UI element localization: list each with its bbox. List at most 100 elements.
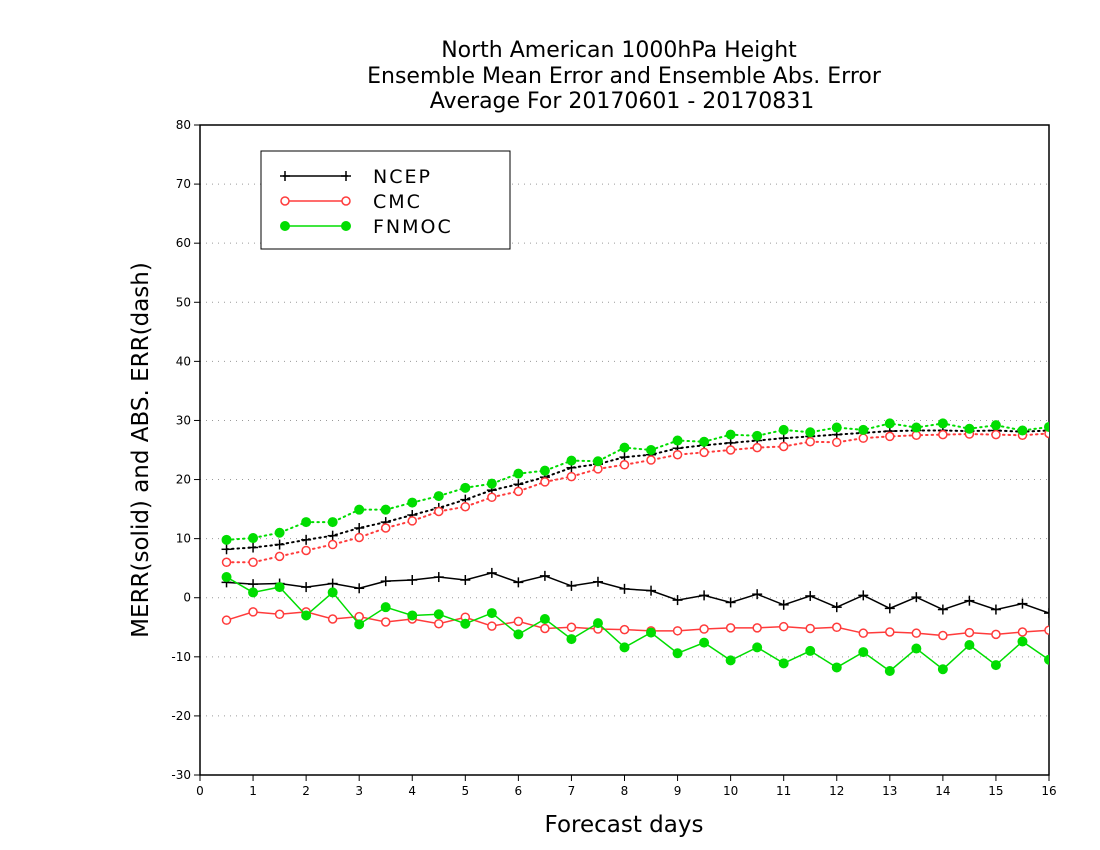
fnmoc-merr-point (327, 587, 338, 598)
cmc-abs-err-point (460, 501, 471, 512)
cmc-abs-err-point (221, 557, 232, 568)
ncep-merr-point (592, 576, 603, 587)
fnmoc-abs-err-point (831, 422, 842, 433)
fnmoc-merr-point (460, 618, 471, 629)
fnmoc-abs-err-point (619, 442, 630, 453)
cmc-abs-err-point (619, 460, 630, 470)
y-axis-ticks: -30 -20 -10 0 10 20 30 40 50 60 70 80 (171, 118, 200, 782)
fnmoc-abs-err-point (221, 534, 232, 545)
cmc-merr-point (327, 614, 338, 624)
fnmoc-abs-err-point (990, 420, 1001, 431)
fnmoc-merr-point (1044, 654, 1049, 665)
cmc-abs-err-point (699, 447, 709, 458)
fnmoc-merr-point (964, 640, 975, 650)
fnmoc-merr-point (672, 648, 683, 659)
cmc-abs-err-point (778, 441, 789, 452)
x-tick-label: 10 (723, 784, 738, 798)
cmc-merr-point (380, 617, 391, 627)
cmc-merr-point (832, 622, 842, 633)
fnmoc-abs-err-point (937, 418, 948, 429)
ncep-merr-point (725, 597, 736, 608)
cmc-merr-point (1017, 627, 1028, 637)
fnmoc-abs-err-point (964, 423, 975, 434)
fnmoc-merr-point (433, 609, 444, 620)
cmc-abs-err-line (225, 432, 1049, 564)
fnmoc-merr-point (619, 642, 630, 653)
fnmoc-abs-err-point (884, 418, 895, 429)
ncep-abs-err-point (274, 539, 285, 550)
fnmoc-merr-point (274, 582, 285, 593)
fnmoc-abs-err-point (460, 482, 471, 493)
fnmoc-abs-err-point (699, 436, 710, 447)
legend-label-fnmoc: FNMOC (373, 216, 453, 238)
legend-marker (341, 171, 351, 181)
cmc-merr-point (858, 628, 869, 638)
y-tick-label: 40 (176, 354, 191, 368)
x-tick-label: 1 (249, 784, 257, 798)
x-tick-label: 0 (196, 784, 204, 798)
cmc-merr-point (964, 627, 975, 638)
y-tick-label: 70 (176, 177, 191, 191)
cmc-merr-point (566, 622, 577, 633)
fnmoc-abs-err-point (646, 445, 657, 455)
fnmoc-merr-point (937, 664, 948, 675)
fnmoc-abs-err-point (805, 427, 816, 438)
x-tick-label: 3 (355, 784, 363, 798)
legend-marker (341, 221, 351, 231)
ncep-merr-point (990, 604, 1001, 615)
ncep-merr-point (407, 575, 418, 585)
ncep-merr-point (778, 599, 789, 610)
legend-box (260, 150, 511, 250)
cmc-merr-point (938, 630, 948, 641)
ncep-merr-point (752, 589, 763, 600)
title-line-1: North American 1000hPa Height (441, 38, 797, 63)
cmc-abs-err-point (566, 471, 577, 482)
ncep-merr-point (831, 602, 842, 613)
fnmoc-abs-err-point (725, 429, 736, 440)
x-tick-label: 6 (515, 784, 523, 798)
cmc-abs-err-point (513, 486, 524, 497)
cmc-abs-err-point (540, 477, 550, 487)
series-fnmoc (221, 418, 1049, 676)
cmc-merr-point (248, 607, 258, 617)
cmc-abs-err-point (672, 449, 683, 460)
fnmoc-merr-point (725, 655, 736, 666)
legend-marker (341, 196, 351, 206)
fnmoc-merr-point (354, 619, 365, 630)
legend-marker (280, 171, 290, 181)
ncep-merr-point (380, 576, 391, 587)
cmc-abs-err-point (248, 557, 258, 568)
fnmoc-merr-point (407, 610, 418, 621)
cmc-abs-err-point (407, 516, 417, 526)
x-axis-ticks: 0 1 2 3 4 5 6 7 8 9 10 11 12 13 14 15 16 (196, 775, 1057, 798)
fnmoc-merr-point (831, 662, 842, 673)
ncep-abs-err-point (354, 523, 365, 533)
y-tick-label: 20 (176, 473, 191, 487)
y-tick-label: -30 (171, 768, 191, 782)
ncep-merr-point (1017, 598, 1028, 609)
ncep-merr-point (937, 604, 948, 615)
x-tick-label: 7 (568, 784, 576, 798)
cmc-merr-point (752, 623, 762, 633)
y-axis-label: MERR(solid) and ABS. ERR(dash) (128, 262, 154, 638)
cmc-abs-err-point (885, 431, 895, 442)
fnmoc-merr-point (301, 610, 312, 621)
fnmoc-merr-point (513, 629, 524, 640)
fnmoc-merr-point (911, 643, 922, 654)
cmc-abs-err-point (938, 429, 948, 440)
cmc-abs-err-point (991, 429, 1001, 440)
fnmoc-abs-err-point (566, 455, 577, 466)
ncep-abs-err-point (301, 534, 312, 545)
fnmoc-merr-point (805, 645, 816, 656)
cmc-merr-point (540, 623, 550, 634)
ncep-merr-point (699, 590, 710, 601)
ncep-merr-point (619, 583, 630, 594)
cmc-abs-err-point (858, 433, 869, 443)
fnmoc-merr-point (752, 642, 763, 653)
x-tick-label: 8 (621, 784, 629, 798)
ncep-merr-point (301, 582, 312, 593)
legend-entry-ncep: NCEP (280, 166, 430, 188)
ncep-abs-err-point (327, 530, 338, 541)
cmc-merr-point (991, 629, 1001, 640)
